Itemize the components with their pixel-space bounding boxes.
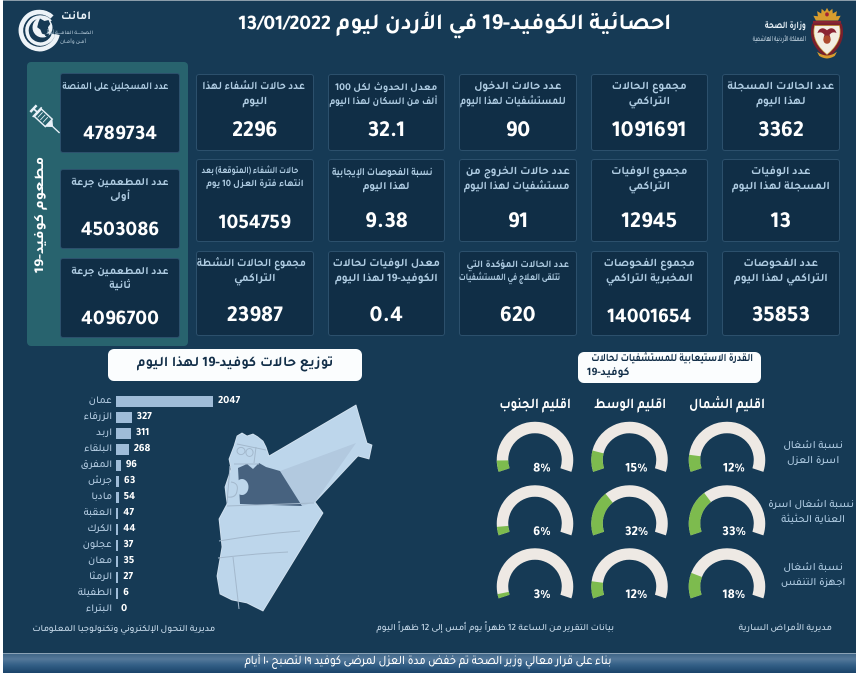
svg-text:8%: 8% [533, 463, 551, 477]
svg-text:15%: 15% [625, 463, 647, 477]
svg-text:12%: 12% [723, 463, 745, 477]
svg-text:3%: 3% [533, 589, 550, 603]
svg-text:18%: 18% [723, 589, 746, 603]
svg-text:32%: 32% [625, 526, 649, 540]
svg-text:12%: 12% [626, 589, 648, 603]
svg-text:6%: 6% [533, 526, 551, 540]
svg-text:33%: 33% [722, 526, 746, 540]
